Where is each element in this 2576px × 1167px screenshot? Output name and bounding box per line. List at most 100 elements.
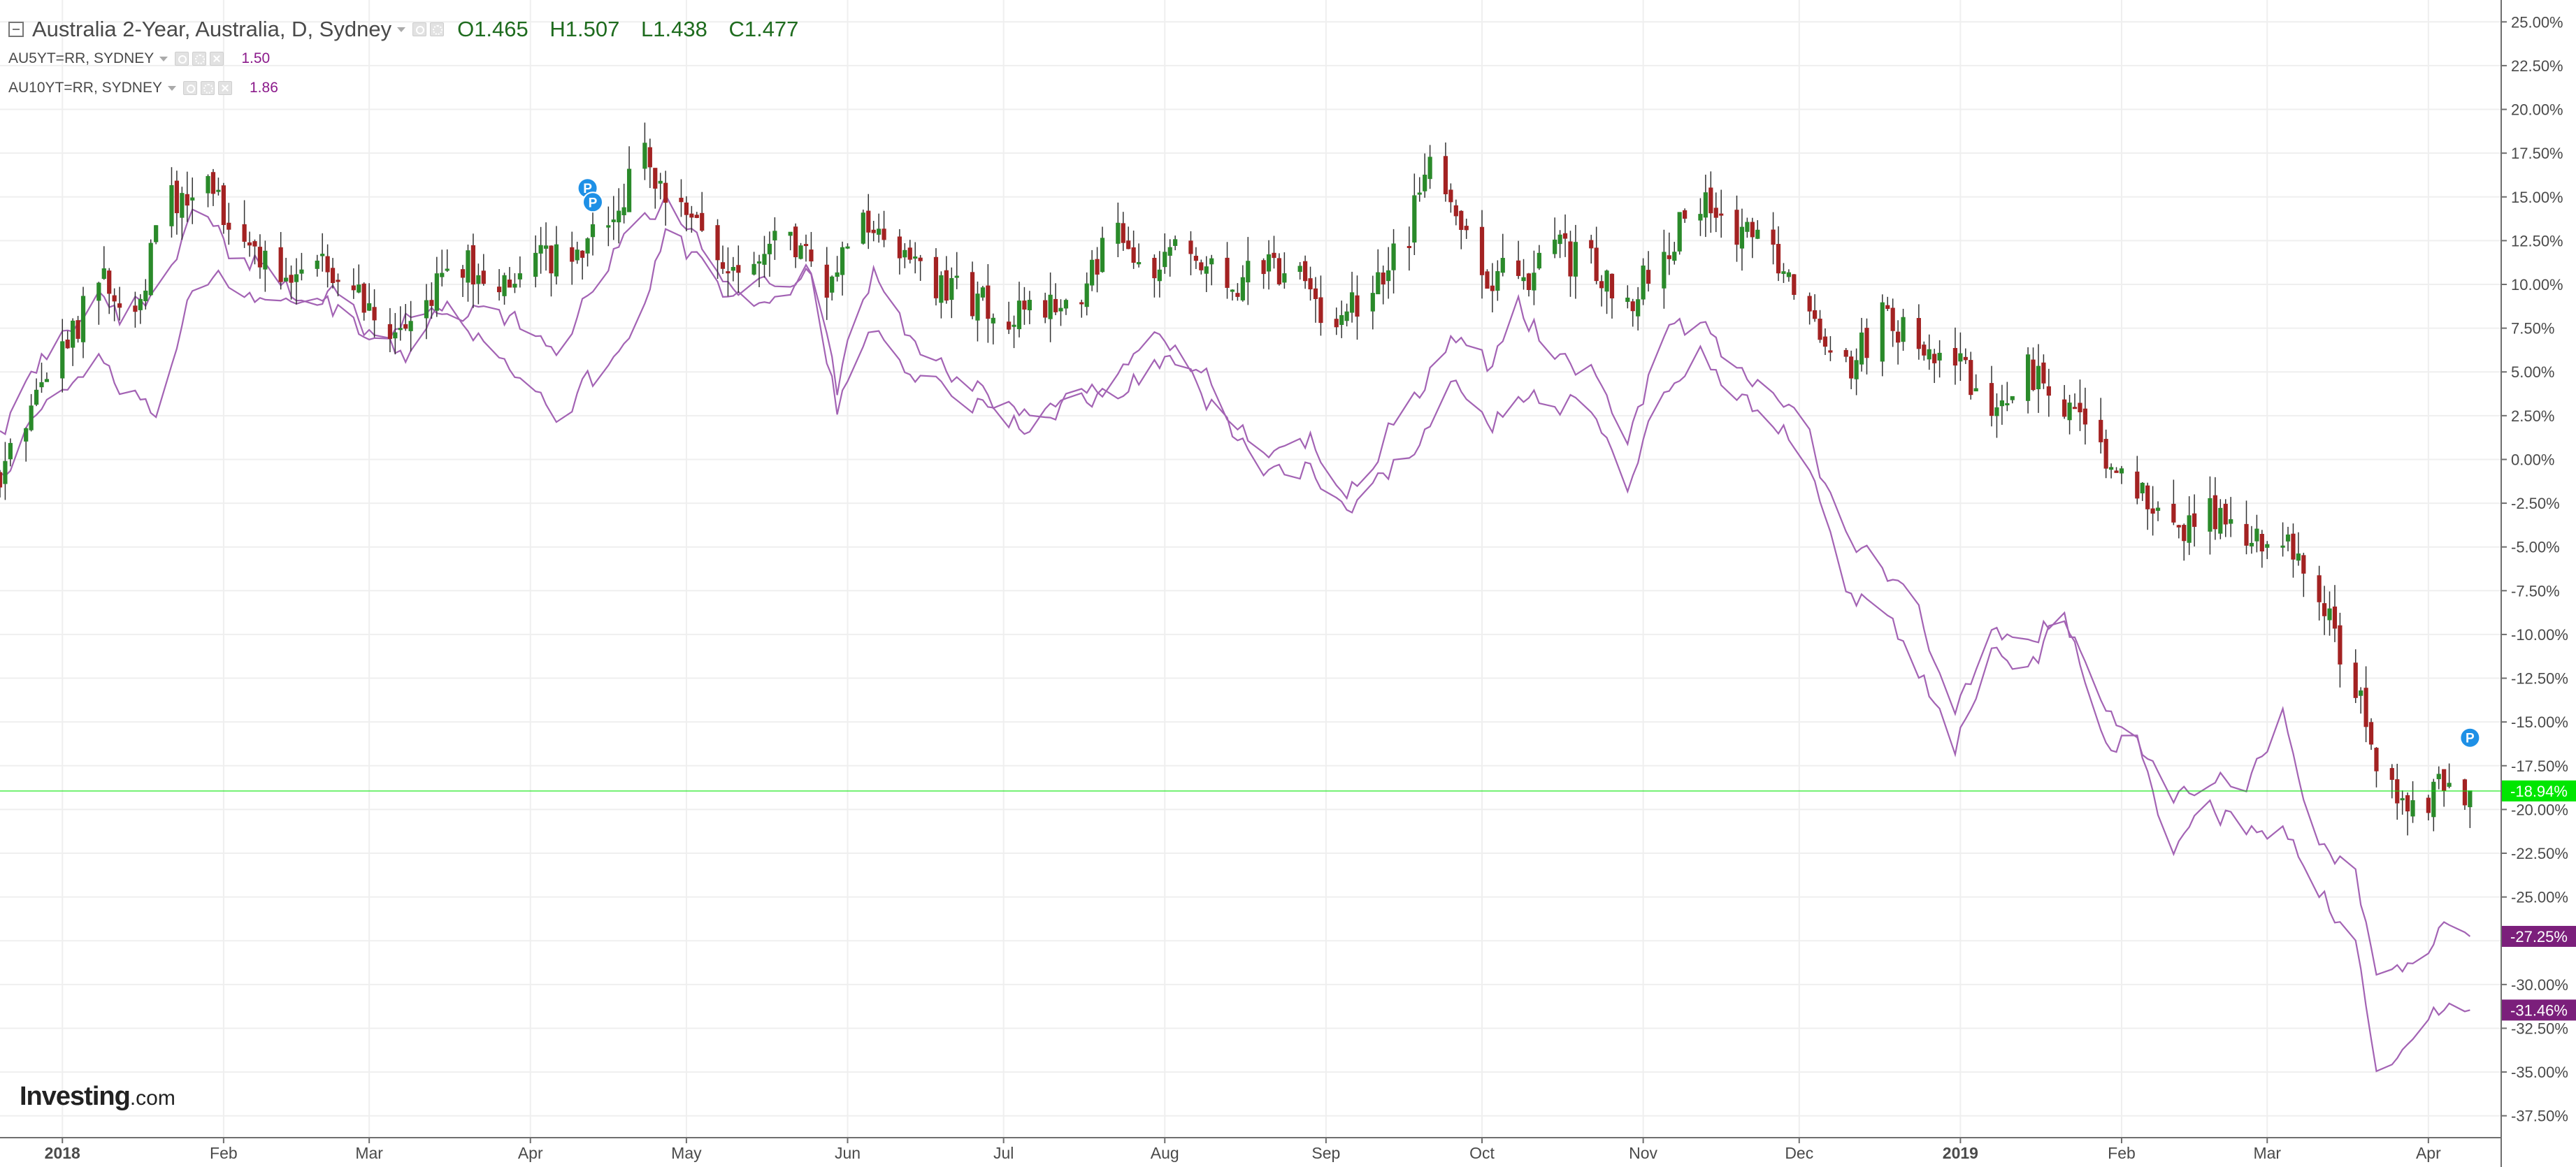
x-tick-label: Mar — [2253, 1144, 2281, 1162]
candle-body — [1303, 261, 1308, 282]
candle-body — [1272, 252, 1276, 259]
candle-body — [1084, 283, 1089, 307]
candle-body — [1896, 331, 1901, 343]
event-marker-p[interactable]: P — [582, 191, 604, 213]
close-icon[interactable] — [210, 52, 224, 66]
candle-body — [1604, 270, 1609, 292]
candle-body — [34, 389, 39, 405]
chevron-down-icon[interactable] — [397, 27, 406, 32]
x-tick-label: Jun — [835, 1144, 861, 1162]
x-tick-label: Aug — [1151, 1144, 1179, 1162]
candle-body — [1204, 266, 1209, 274]
candle-body — [148, 242, 153, 296]
candle-body — [1521, 277, 1526, 282]
candle-body — [1240, 277, 1245, 300]
candle-body — [0, 472, 3, 488]
gear-icon[interactable] — [430, 22, 445, 36]
candle-body — [1683, 210, 1688, 219]
chevron-down-icon[interactable] — [159, 56, 168, 61]
logo-suffix: .com — [129, 1087, 175, 1110]
candle-body — [1698, 214, 1703, 221]
candle-body — [470, 245, 476, 285]
candle-body — [2025, 354, 2031, 401]
y-tick-label: 22.50% — [2511, 57, 2563, 75]
y-tick-label: 5.00% — [2511, 363, 2554, 381]
candle-body — [2296, 553, 2301, 561]
candle-body — [1927, 349, 1931, 360]
candle-body — [315, 260, 319, 269]
candle-body — [731, 267, 735, 271]
candle-body — [299, 269, 304, 274]
candle-body — [2192, 513, 2197, 527]
y-tick-label: -5.00% — [2511, 539, 2560, 556]
candle-body — [1812, 310, 1818, 319]
candle-body — [715, 225, 720, 261]
candle-body — [2187, 515, 2192, 543]
candle-body — [726, 271, 731, 274]
x-tick-label: Nov — [1629, 1144, 1657, 1162]
candle-body — [1880, 302, 1885, 362]
candle-body — [1553, 239, 1557, 254]
candle-body — [2082, 408, 2088, 425]
candle-body — [80, 296, 86, 342]
y-tick-label: -32.50% — [2511, 1020, 2568, 1037]
candle-body — [2114, 470, 2119, 473]
close-icon[interactable] — [218, 81, 232, 95]
x-axis[interactable]: 2018 Feb Mar Apr May Jun Jul Aug Sep Oct Nov Dec 201… — [45, 1138, 2441, 1162]
candle-body — [71, 320, 75, 348]
candle-body — [206, 175, 210, 194]
candle-body — [247, 242, 252, 246]
candle-body — [642, 143, 647, 169]
candle-body — [1479, 226, 1485, 275]
chevron-down-icon[interactable] — [168, 85, 176, 91]
candle-body — [2462, 779, 2468, 806]
candle-body — [1355, 295, 1360, 317]
y-axis[interactable]: 25.00% 22.50% 20.00% 17.50% 15.00% 12.50% 10.0… — [2501, 13, 2568, 1125]
candle-body — [1406, 246, 1411, 249]
low-value: L1.438 — [641, 17, 707, 41]
y-tick-label: -2.50% — [2511, 495, 2560, 512]
collapse-legend-icon[interactable] — [8, 22, 24, 37]
candle-body — [762, 254, 767, 265]
candle-body — [1646, 270, 1651, 284]
gear-icon[interactable] — [201, 81, 215, 95]
candle-body — [1630, 301, 1635, 312]
candle-body — [2229, 519, 2233, 524]
candle-body — [325, 256, 330, 273]
candle-body — [970, 272, 975, 317]
candle-body — [1230, 289, 1235, 292]
candle-body — [1901, 317, 1906, 342]
candle-body — [429, 300, 434, 306]
series-value: 1.86 — [250, 80, 278, 96]
candle-body — [1937, 352, 1942, 361]
candle-body — [2176, 525, 2181, 528]
eye-icon[interactable] — [183, 81, 197, 95]
x-tick-label: May — [671, 1144, 702, 1162]
candle-body — [798, 245, 803, 259]
candle-body — [1641, 265, 1646, 300]
event-marker-p[interactable]: P — [2459, 727, 2481, 748]
candle-body — [626, 168, 632, 212]
candle-body — [2119, 468, 2124, 474]
candle-body — [1963, 356, 1968, 361]
candle-body — [1126, 240, 1131, 249]
candle-body — [1922, 345, 1927, 356]
candle-body — [517, 273, 522, 280]
eye-icon[interactable] — [412, 22, 427, 36]
investing-logo: Investing.com — [20, 1082, 175, 1112]
candle-body — [2103, 439, 2108, 469]
comparison-lines — [0, 193, 2471, 1073]
event-markers[interactable]: PPP — [577, 177, 2481, 748]
badge-background — [2502, 925, 2576, 947]
candle-body — [2135, 471, 2140, 499]
candle-body — [793, 226, 798, 258]
gear-icon[interactable] — [192, 52, 207, 66]
candle-body — [1193, 256, 1198, 261]
candle-body — [210, 172, 216, 194]
value-badges: -18.94% -27.25% -31.46% — [2502, 780, 2576, 1021]
candle-body — [1537, 252, 1541, 269]
candle-body — [1464, 226, 1469, 231]
eye-icon[interactable] — [175, 52, 189, 66]
candle-body — [907, 247, 912, 260]
